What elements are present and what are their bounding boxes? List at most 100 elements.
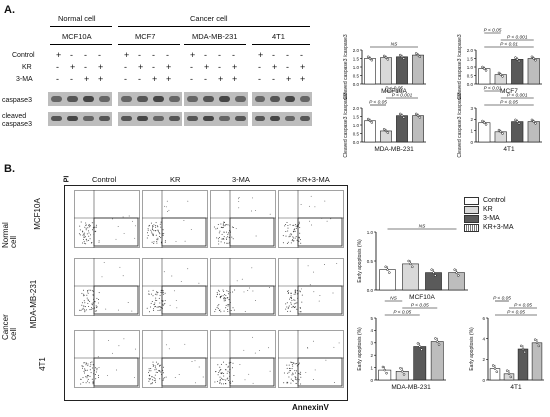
treatment-sign: - [152, 50, 155, 60]
y-tick-label: 2.0 [353, 48, 360, 53]
significance-label: NS [419, 224, 426, 230]
bar [402, 263, 419, 291]
treatment-sign: - [84, 50, 87, 60]
annexin-axis-label: AnnexinV [292, 403, 329, 412]
data-point [400, 55, 404, 59]
legend-label: 3-MA [483, 215, 500, 222]
data-point [434, 274, 437, 277]
chart-title: MCF10A [409, 294, 435, 301]
protein-band [67, 116, 78, 121]
data-point [537, 344, 541, 348]
treatment-sign: - [70, 50, 73, 60]
row-cell-4t1: 4T1 [37, 357, 47, 371]
significance-label: P < 0.001 [507, 93, 528, 99]
data-point [382, 128, 386, 131]
flow-dot-plot [210, 258, 276, 316]
data-point [386, 58, 390, 61]
flow-dot-plot [142, 330, 208, 388]
data-point [409, 262, 412, 266]
protein-band [285, 96, 295, 102]
treatment-sign: - [286, 50, 289, 60]
flow-dot-plot [142, 258, 208, 316]
data-point [516, 58, 519, 61]
bar [413, 346, 427, 381]
y-tick-label: 0 [470, 140, 473, 145]
panel-a-letter: A. [4, 4, 15, 16]
y-tick-label: 5 [370, 316, 373, 321]
data-point [457, 274, 460, 277]
row-label-control: Control [12, 52, 35, 59]
treatment-sign: + [204, 62, 210, 72]
flow-dot-plot [278, 258, 344, 316]
data-point [499, 73, 502, 76]
chart-title: MCF7 [500, 88, 518, 95]
protein-band [99, 96, 110, 102]
significance-label: P < 0.05 [514, 303, 532, 309]
y-tick-label: 2.0 [467, 48, 474, 53]
data-point [416, 342, 420, 345]
data-point [418, 116, 422, 119]
protein-band [219, 96, 230, 102]
protein-band [51, 96, 62, 102]
protein-band [300, 116, 310, 121]
normal-cell-group-label: Normal cell [1, 222, 18, 248]
treatment-sign: - [124, 74, 127, 84]
data-point [385, 371, 388, 375]
flow-dot-plot [74, 258, 140, 316]
y-tick-label: 1 [370, 365, 373, 370]
chart-ylabel: Cleaved caspase3 /caspase3 [343, 92, 349, 158]
protein-band [255, 96, 265, 102]
flow-frame [64, 185, 348, 401]
legend-item: Control [464, 196, 514, 205]
data-point [507, 372, 511, 376]
significance-label: P < 0.05 [484, 28, 502, 34]
cell-label-mcf7: MCF7 [135, 32, 156, 41]
bar [448, 272, 465, 291]
bar [395, 371, 409, 381]
cleaved-caspase3-blot-strip [118, 112, 182, 126]
data-point [483, 67, 486, 70]
data-point [384, 56, 388, 59]
bar [511, 59, 524, 85]
data-point [386, 268, 389, 271]
chart-title: 4T1 [503, 146, 515, 153]
data-point [532, 120, 535, 123]
data-point [384, 265, 387, 269]
treatment-sign: + [300, 62, 306, 72]
mcf7-line [118, 44, 180, 45]
protein-band [153, 96, 164, 102]
bar [478, 68, 491, 85]
legend-label: KR [483, 206, 493, 213]
caspase3-blot-strip [184, 92, 248, 106]
chart-ylabel: Cleaved caspase3 /caspase3 [457, 92, 463, 158]
chart-title: 4T1 [510, 384, 522, 391]
data-point [499, 130, 502, 134]
significance-label: P < 0.05 [411, 303, 429, 309]
protein-band [270, 116, 280, 121]
col-header-kr3ma: KR+3-MA [297, 175, 330, 184]
data-point [481, 65, 484, 69]
protein-band [187, 116, 198, 121]
data-point [407, 259, 410, 263]
cell-label-mda: MDA-MB-231 [192, 32, 238, 41]
bar [527, 58, 540, 85]
y-tick-label: 2 [370, 353, 373, 358]
flow-dot-plot [74, 330, 140, 388]
y-tick-label: 2 [470, 117, 473, 122]
blot-label-caspase3: caspase3 [2, 97, 32, 104]
y-tick-label: 1.5 [353, 114, 360, 119]
data-point [418, 55, 422, 59]
data-point [521, 347, 525, 351]
legend-swatch [464, 196, 479, 205]
treatment-sign: + [138, 62, 144, 72]
treatment-sign: + [232, 74, 238, 84]
y-tick-label: 0.0 [353, 140, 360, 145]
data-point [532, 57, 535, 60]
data-point [484, 123, 488, 126]
data-point [398, 53, 402, 57]
legend-item: KR [464, 205, 514, 214]
legend-item: KR+3-MA [464, 223, 514, 232]
data-point [370, 121, 374, 124]
protein-band [255, 116, 265, 121]
treatment-sign: + [98, 62, 104, 72]
